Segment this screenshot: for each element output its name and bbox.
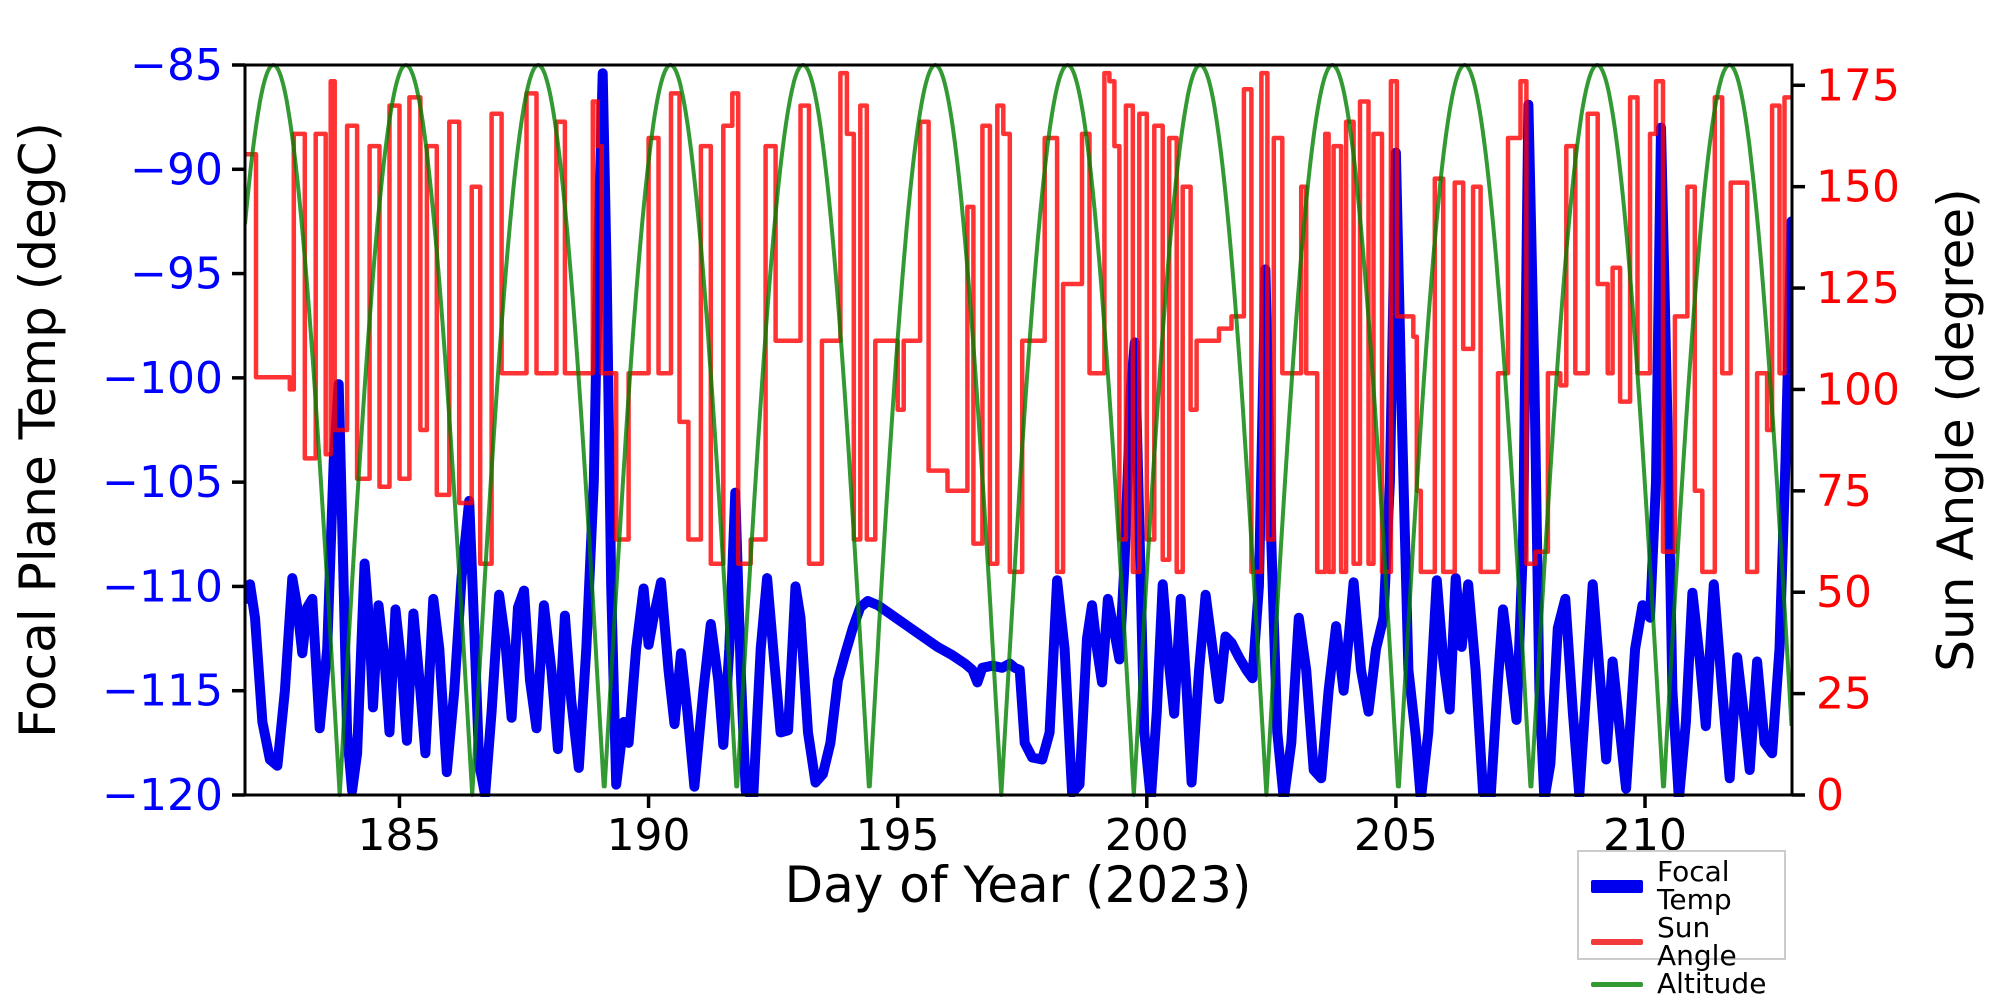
right-y-tick-label: 0: [1816, 770, 1844, 821]
sun-angle-line-icon: [1591, 939, 1643, 945]
left-y-tick-label: −95: [130, 249, 223, 300]
left-y-tick-label: −115: [102, 666, 223, 717]
right-y-tick-label: 150: [1816, 162, 1900, 213]
legend-label: Focal Temp: [1657, 855, 1732, 916]
left-y-tick-label: −90: [130, 144, 223, 195]
plot-area: [244, 63, 1793, 797]
x-tick-label: 200: [1105, 810, 1189, 861]
right-y-axis-label: Sun Angle (degree): [1927, 188, 1985, 672]
left-y-tick-label: −110: [102, 561, 223, 612]
x-tick-label: 195: [856, 810, 940, 861]
legend-item-focal-temp: Focal Temp: [1591, 858, 1772, 914]
left-y-tick-label: −105: [102, 457, 223, 508]
legend-label: Sun Angle: [1657, 911, 1737, 972]
focal-temp-line-icon: [1591, 879, 1643, 893]
legend-label: Altitude: [1657, 967, 1767, 1000]
legend-item-altitude: Altitude: [1591, 970, 1772, 998]
right-y-tick-label: 125: [1816, 263, 1900, 314]
left-y-tick-label: −120: [102, 770, 223, 821]
x-axis-label: Day of Year (2023): [784, 856, 1252, 914]
left-y-tick-label: −85: [130, 40, 223, 91]
right-y-tick-label: 175: [1816, 60, 1900, 111]
sun-angle-line: [246, 70, 1792, 575]
plot-spines: [243, 63, 1794, 797]
legend-item-sun-angle: Sun Angle: [1591, 914, 1772, 970]
altitude-line: [244, 63, 1793, 797]
axis-ticks: 185 190 195 200 205 210−85−90−95−100−105−110−…: [102, 40, 1900, 861]
left-y-tick-label: −100: [102, 353, 223, 404]
left-y-axis-label: Focal Plane Temp (degC): [9, 122, 67, 738]
right-y-tick-label: 50: [1816, 567, 1872, 618]
altitude-line-icon: [1591, 981, 1643, 987]
focal-temp-line: [244, 68, 1793, 797]
right-y-tick-label: 100: [1816, 364, 1900, 415]
x-tick-label: 185: [357, 810, 441, 861]
right-y-tick-label: 25: [1816, 669, 1872, 720]
x-tick-label: 190: [607, 810, 691, 861]
x-tick-label: 205: [1354, 810, 1438, 861]
legend: Focal Temp Sun Angle Altitude: [1577, 850, 1786, 998]
right-y-tick-label: 75: [1816, 466, 1872, 517]
